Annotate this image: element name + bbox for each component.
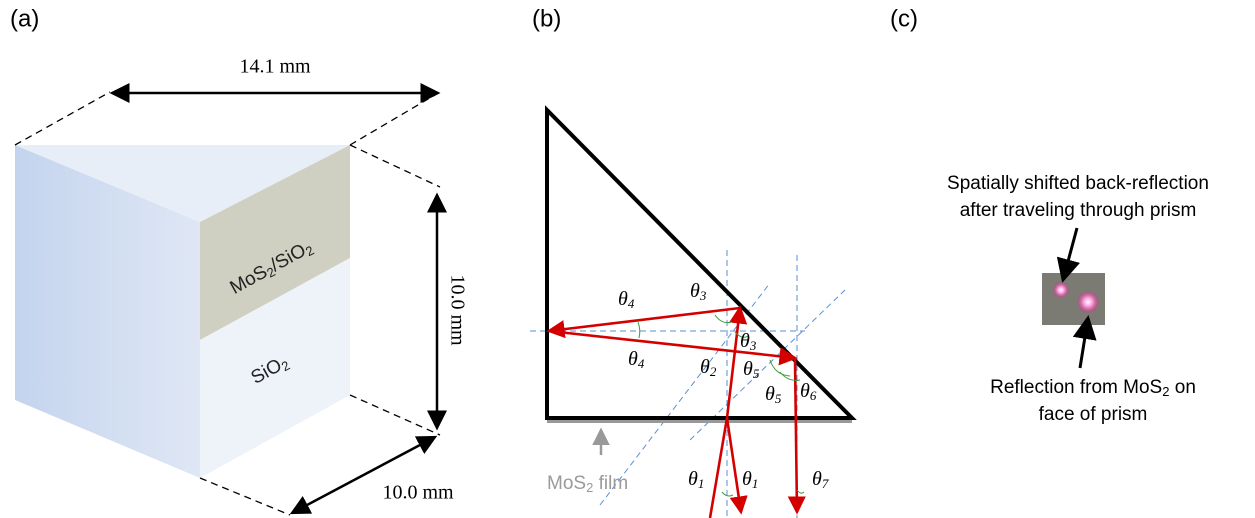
film-label: MoS2 film — [547, 473, 628, 495]
caption: Spatially shifted back-reflection — [947, 173, 1209, 194]
caption: after traveling through prism — [960, 200, 1197, 221]
depth-label: 10.0 mm — [382, 482, 454, 504]
angle: θ1 — [742, 468, 758, 491]
panel-label: (c) — [890, 5, 918, 32]
spot — [1053, 282, 1069, 298]
caption: Reflection from MoS2 on — [990, 377, 1196, 399]
panel-label: (a) — [10, 5, 39, 32]
height-label: 10.0 mm — [446, 274, 468, 346]
angle: θ7 — [812, 468, 829, 491]
spot — [1077, 291, 1099, 313]
angle: θ3 — [740, 330, 757, 353]
caption: face of prism — [1039, 404, 1148, 425]
angle: θ4 — [628, 348, 645, 371]
panel-label: (b) — [532, 5, 561, 32]
angle: θ3 — [690, 280, 707, 303]
angle: θ6 — [800, 380, 817, 403]
angle: θ4 — [618, 288, 635, 311]
angle: θ1 — [688, 468, 704, 491]
figure: (a) 14.1 mm 10.0 mm 10.0 mm MoS2/SiO2 Si… — [0, 0, 1255, 518]
pointer — [1080, 318, 1088, 368]
pointer — [1063, 228, 1077, 280]
width-label: 14.1 mm — [239, 56, 311, 78]
angle: θ5 — [765, 383, 782, 406]
angle: θ5 — [743, 358, 760, 381]
angle: θ2 — [700, 356, 717, 379]
